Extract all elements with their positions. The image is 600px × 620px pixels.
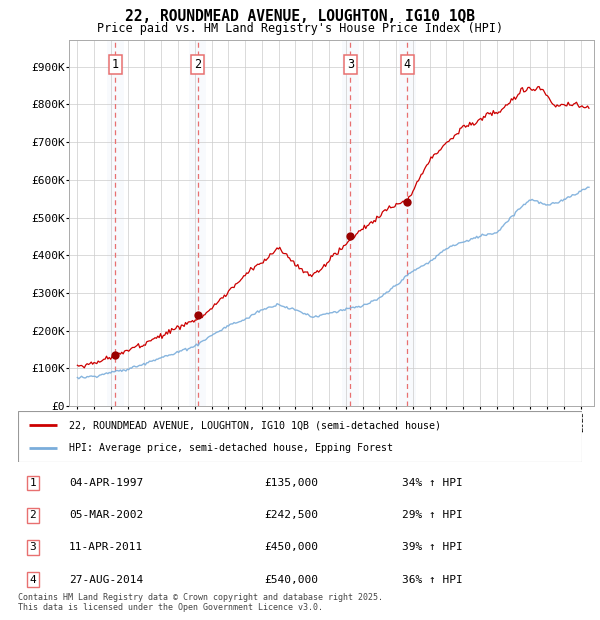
Bar [399, 40, 416, 406]
Text: 39% ↑ HPI: 39% ↑ HPI [402, 542, 463, 552]
Bar [342, 40, 359, 406]
Text: 2: 2 [194, 58, 202, 71]
FancyBboxPatch shape [18, 411, 582, 462]
Text: £135,000: £135,000 [264, 478, 318, 488]
Text: HPI: Average price, semi-detached house, Epping Forest: HPI: Average price, semi-detached house,… [69, 443, 393, 453]
Text: 1: 1 [112, 58, 119, 71]
Text: 29% ↑ HPI: 29% ↑ HPI [402, 510, 463, 520]
Text: £450,000: £450,000 [264, 542, 318, 552]
Text: 22, ROUNDMEAD AVENUE, LOUGHTON, IG10 1QB: 22, ROUNDMEAD AVENUE, LOUGHTON, IG10 1QB [125, 9, 475, 24]
Bar [190, 40, 206, 406]
Text: 04-APR-1997: 04-APR-1997 [69, 478, 143, 488]
Text: £540,000: £540,000 [264, 575, 318, 585]
Text: 22, ROUNDMEAD AVENUE, LOUGHTON, IG10 1QB (semi-detached house): 22, ROUNDMEAD AVENUE, LOUGHTON, IG10 1QB… [69, 420, 441, 430]
Bar [107, 40, 124, 406]
Text: Price paid vs. HM Land Registry's House Price Index (HPI): Price paid vs. HM Land Registry's House … [97, 22, 503, 35]
Text: 1: 1 [29, 478, 37, 488]
Text: 11-APR-2011: 11-APR-2011 [69, 542, 143, 552]
Text: 05-MAR-2002: 05-MAR-2002 [69, 510, 143, 520]
Text: 4: 4 [29, 575, 37, 585]
Text: £242,500: £242,500 [264, 510, 318, 520]
Text: 36% ↑ HPI: 36% ↑ HPI [402, 575, 463, 585]
Text: 27-AUG-2014: 27-AUG-2014 [69, 575, 143, 585]
Text: 4: 4 [404, 58, 411, 71]
Text: 34% ↑ HPI: 34% ↑ HPI [402, 478, 463, 488]
Text: 2: 2 [29, 510, 37, 520]
Text: Contains HM Land Registry data © Crown copyright and database right 2025.
This d: Contains HM Land Registry data © Crown c… [18, 593, 383, 612]
Text: 3: 3 [29, 542, 37, 552]
Text: 3: 3 [347, 58, 354, 71]
